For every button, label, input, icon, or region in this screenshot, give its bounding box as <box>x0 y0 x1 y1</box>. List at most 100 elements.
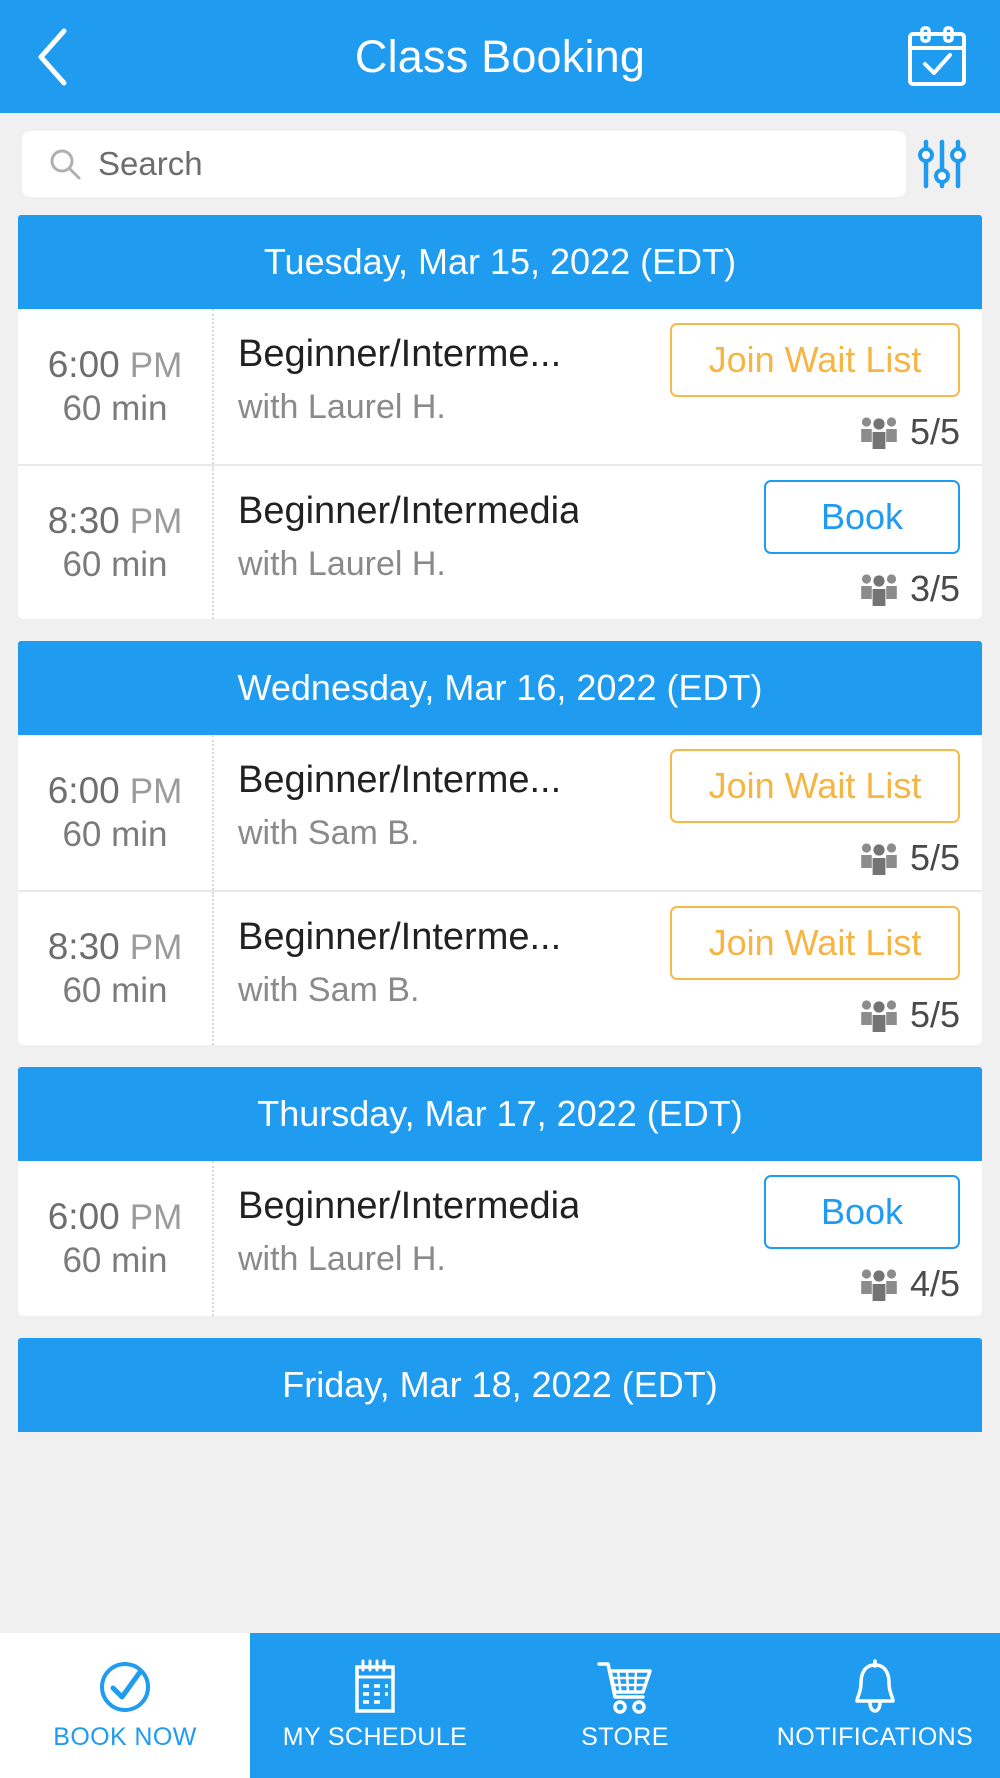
class-instructor: with Laurel H. <box>238 544 446 583</box>
day-group: Friday, Mar 18, 2022 (EDT) <box>18 1338 982 1432</box>
class-info-column: Beginner/Intermedia... with Laurel H. <box>214 466 982 619</box>
class-time-value: 8:30 <box>47 926 120 968</box>
tab-label: BOOK NOW <box>53 1723 197 1751</box>
day-group: Tuesday, Mar 15, 2022 (EDT) 6:00 PM 60 min B… <box>18 215 982 619</box>
tab-label: NOTIFICATIONS <box>776 1723 974 1751</box>
class-action-column: Book 3/5 <box>660 466 960 619</box>
people-icon <box>861 843 897 875</box>
class-row[interactable]: 8:30 PM 60 min Beginner/Intermedia... with L… <box>18 464 982 619</box>
class-title: Beginner/Intermedia... <box>238 1185 578 1227</box>
search-bar-row <box>0 113 1000 215</box>
tab-label: MY SCHEDULE <box>282 1723 468 1751</box>
people-icon <box>861 574 897 606</box>
class-time-value: 6:00 <box>47 770 120 812</box>
class-instructor: with Laurel H. <box>238 387 446 426</box>
capacity-value: 3/5 <box>909 568 960 609</box>
app-header: Class Booking <box>0 0 1000 113</box>
chevron-left-icon <box>38 28 67 85</box>
class-time-ampm: PM <box>129 346 183 386</box>
day-class-list: 6:00 PM 60 min Beginner/Interme... with Sam … <box>18 735 982 1045</box>
search-input[interactable] <box>98 145 880 183</box>
search-icon <box>50 149 81 180</box>
join-wait-list-button[interactable]: Join Wait List <box>670 906 960 980</box>
class-info-column: Beginner/Intermedia... with Laurel H. <box>214 1161 982 1316</box>
bell-icon <box>850 1659 900 1715</box>
class-time: 6:00 PM <box>48 342 183 388</box>
class-row[interactable]: 6:00 PM 60 min Beginner/Interme... with Laur… <box>18 309 982 464</box>
class-time-column: 6:00 PM 60 min <box>18 1161 214 1316</box>
class-time: 6:00 PM <box>48 1194 183 1240</box>
class-capacity: 5/5 <box>858 994 960 1036</box>
class-instructor: with Sam B. <box>238 970 420 1009</box>
join-wait-list-button[interactable]: Join Wait List <box>670 323 960 397</box>
tab-label: STORE <box>581 1723 669 1751</box>
people-icon <box>861 1269 897 1301</box>
class-row[interactable]: 6:00 PM 60 min Beginner/Intermedia... with L… <box>18 1161 982 1316</box>
class-duration: 60 min <box>62 389 168 428</box>
day-group: Thursday, Mar 17, 2022 (EDT) 6:00 PM 60 min… <box>18 1067 982 1316</box>
day-header: Tuesday, Mar 15, 2022 (EDT) <box>18 215 982 309</box>
class-action-column: Join Wait List 5/5 <box>660 735 960 890</box>
book-button[interactable]: Book <box>764 480 960 554</box>
class-capacity: 4/5 <box>858 1263 960 1305</box>
capacity-value: 4/5 <box>909 1263 960 1304</box>
class-capacity: 5/5 <box>858 411 960 453</box>
class-time-column: 6:00 PM 60 min <box>18 309 214 464</box>
class-time-ampm: PM <box>129 502 183 542</box>
class-time: 8:30 PM <box>48 498 183 544</box>
tab-notifications[interactable]: NOTIFICATIONS <box>750 1633 1000 1778</box>
class-time-value: 6:00 <box>47 1196 120 1238</box>
class-instructor: with Laurel H. <box>238 1239 446 1278</box>
class-title: Beginner/Interme... <box>238 759 562 801</box>
class-time-ampm: PM <box>129 928 183 968</box>
class-row[interactable]: 6:00 PM 60 min Beginner/Interme... with Sam … <box>18 735 982 890</box>
class-row[interactable]: 8:30 PM 60 min Beginner/Interme... with Sam … <box>18 890 982 1045</box>
class-action-column: Join Wait List 5/5 <box>660 309 960 464</box>
search-box[interactable] <box>22 131 906 197</box>
calendar-check-icon <box>908 25 966 86</box>
class-duration: 60 min <box>62 815 168 854</box>
capacity-value: 5/5 <box>909 411 960 452</box>
tab-my-schedule[interactable]: MY SCHEDULE <box>250 1633 500 1778</box>
people-icon <box>861 1000 897 1032</box>
class-info-column: Beginner/Interme... with Sam B. <box>214 892 982 1045</box>
class-time-column: 8:30 PM 60 min <box>18 892 214 1045</box>
capacity-value: 5/5 <box>909 994 960 1035</box>
class-time-ampm: PM <box>129 1198 183 1238</box>
sliders-filter-icon <box>918 139 966 189</box>
day-header: Wednesday, Mar 16, 2022 (EDT) <box>18 641 982 735</box>
bottom-tab-bar: BOOK NOW <box>0 1633 1000 1778</box>
day-header: Thursday, Mar 17, 2022 (EDT) <box>18 1067 982 1161</box>
class-time: 6:00 PM <box>48 768 183 814</box>
class-instructor: with Sam B. <box>238 813 420 852</box>
calendar-button[interactable] <box>902 22 972 92</box>
class-duration: 60 min <box>62 971 168 1010</box>
class-list-scroll[interactable]: Tuesday, Mar 15, 2022 (EDT) 6:00 PM 60 min B… <box>0 215 1000 1778</box>
tab-store[interactable]: STORE <box>500 1633 750 1778</box>
day-group: Wednesday, Mar 16, 2022 (EDT) 6:00 PM 60 mi… <box>18 641 982 1045</box>
class-info-column: Beginner/Interme... with Laurel H. <box>214 309 982 464</box>
day-class-list: 6:00 PM 60 min Beginner/Interme... with Laur… <box>18 309 982 619</box>
tab-book-now[interactable]: BOOK NOW <box>0 1633 250 1778</box>
class-time-value: 6:00 <box>47 344 120 386</box>
class-time-ampm: PM <box>129 772 183 812</box>
class-info-column: Beginner/Interme... with Sam B. <box>214 735 982 890</box>
class-title: Beginner/Interme... <box>238 916 562 958</box>
class-duration: 60 min <box>62 545 168 584</box>
class-action-column: Book 4/5 <box>660 1161 960 1316</box>
class-time: 8:30 PM <box>48 924 183 970</box>
back-button[interactable] <box>22 27 82 87</box>
capacity-value: 5/5 <box>909 837 960 878</box>
class-duration: 60 min <box>62 1241 168 1280</box>
notepad-calendar-icon <box>350 1659 400 1715</box>
book-button[interactable]: Book <box>764 1175 960 1249</box>
filter-button[interactable] <box>906 131 978 197</box>
shopping-cart-icon <box>595 1659 655 1715</box>
class-capacity: 5/5 <box>858 837 960 879</box>
day-header: Friday, Mar 18, 2022 (EDT) <box>18 1338 982 1432</box>
class-action-column: Join Wait List 5/5 <box>660 892 960 1045</box>
class-time-column: 6:00 PM 60 min <box>18 735 214 890</box>
join-wait-list-button[interactable]: Join Wait List <box>670 749 960 823</box>
check-circle-icon <box>97 1659 153 1715</box>
